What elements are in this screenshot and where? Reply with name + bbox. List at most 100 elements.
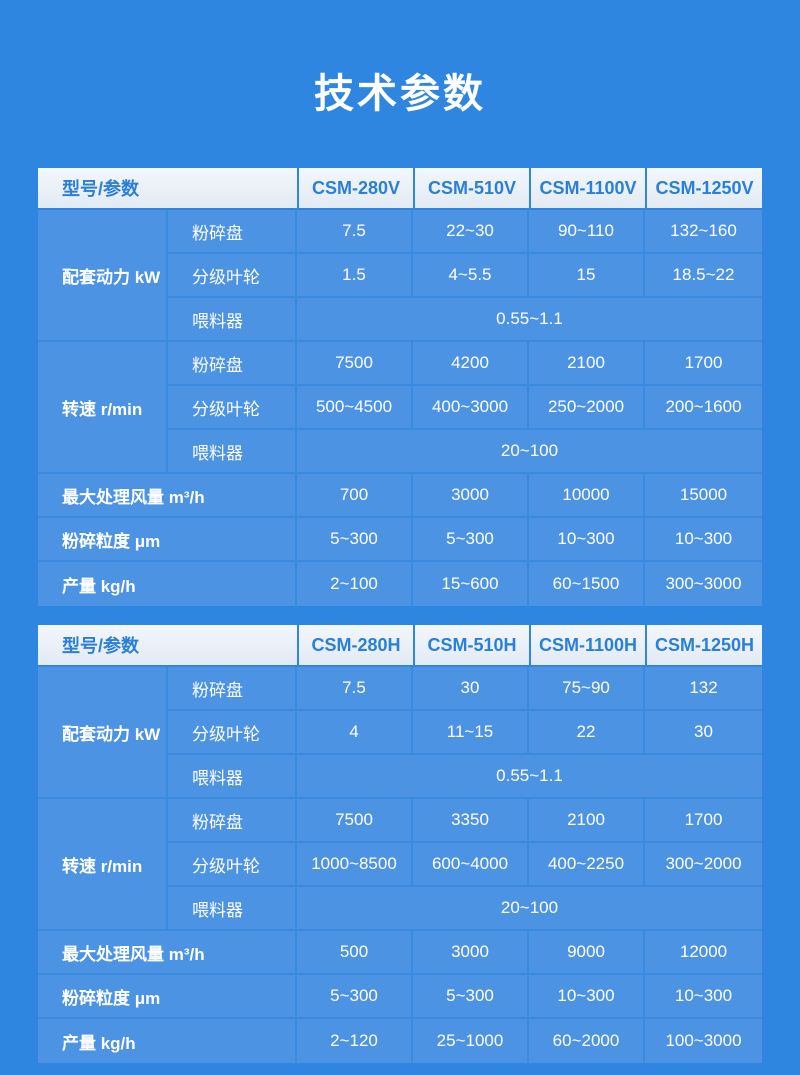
spec-tables: 型号/参数 CSM-280V CSM-510V CSM-1100V CSM-1250V 配… [0, 168, 800, 1063]
column-header-model: CSM-510V [413, 168, 529, 210]
row-label: 产量 kg/h [37, 562, 297, 606]
row-label: 最大处理风量 m³/h [37, 474, 297, 518]
cell-value: 3000 [413, 931, 529, 975]
cell-value: 1.5 [297, 254, 413, 298]
row-sublabel: 分级叶轮 [167, 254, 297, 298]
cell-value: 15 [529, 254, 645, 298]
cell-value: 10~300 [645, 518, 762, 562]
spec-table-1: 型号/参数 CSM-280V CSM-510V CSM-1100V CSM-1250V 配… [37, 168, 762, 606]
table-row: 喂料器 20~100 [38, 887, 762, 931]
table-row: 配套动力 kW 粉碎盘 7.5 22~30 90~110 132~160 [37, 210, 762, 342]
cell-value: 22~30 [413, 210, 529, 254]
cell-value: 10000 [529, 474, 645, 518]
row-sublabel: 喂料器 [167, 298, 297, 342]
cell-value: 1700 [645, 342, 762, 386]
table-row: 喂料器 0.55~1.1 [38, 298, 762, 342]
cell-value: 10~300 [645, 975, 762, 1019]
column-header-model: CSM-1250H [645, 625, 762, 667]
table-row: 分级叶轮 1000~8500 600~4000 400~2250 300~2000 [38, 843, 762, 887]
cell-value: 7500 [297, 799, 413, 843]
column-header-model: CSM-280V [297, 168, 413, 210]
cell-value: 4200 [413, 342, 529, 386]
row-label: 最大处理风量 m³/h [37, 931, 297, 975]
row-sublabel: 粉碎盘 [167, 210, 297, 254]
cell-value: 2~100 [297, 562, 413, 606]
cell-value: 3000 [413, 474, 529, 518]
cell-value-span: 0.55~1.1 [297, 298, 762, 342]
row-sublabel: 分级叶轮 [167, 711, 297, 755]
cell-value: 1700 [645, 799, 762, 843]
cell-value: 700 [297, 474, 413, 518]
cell-value: 9000 [529, 931, 645, 975]
table-row: 最大处理风量 m³/h 500 3000 9000 12000 [37, 931, 762, 975]
table-row: 转速 r/min 粉碎盘 7500 3350 2100 1700 [37, 799, 762, 931]
cell-value: 60~1500 [529, 562, 645, 606]
cell-value: 10~300 [529, 518, 645, 562]
cell-value: 4 [297, 711, 413, 755]
cell-value: 7.5 [297, 210, 413, 254]
cell-value: 1000~8500 [297, 843, 413, 887]
cell-value: 100~3000 [645, 1019, 762, 1063]
cell-value: 15000 [645, 474, 762, 518]
column-header-model: CSM-280H [297, 625, 413, 667]
row-sublabel: 喂料器 [167, 755, 297, 799]
cell-value: 300~3000 [645, 562, 762, 606]
row-sublabel: 喂料器 [167, 887, 297, 931]
column-header-model: CSM-1250V [645, 168, 762, 210]
row-sublabel: 粉碎盘 [167, 342, 297, 386]
cell-value: 5~300 [413, 518, 529, 562]
column-header-model: CSM-510H [413, 625, 529, 667]
table-row: 配套动力 kW 粉碎盘 7.5 30 75~90 132 [37, 667, 762, 799]
cell-value: 250~2000 [529, 386, 645, 430]
row-group-label: 转速 r/min [37, 342, 168, 474]
cell-value: 90~110 [529, 210, 645, 254]
cell-value: 200~1600 [645, 386, 762, 430]
cell-value-span: 20~100 [297, 887, 762, 931]
cell-value: 300~2000 [645, 843, 762, 887]
table-row: 喂料器 0.55~1.1 [38, 755, 762, 799]
cell-value: 25~1000 [413, 1019, 529, 1063]
cell-value: 22 [529, 711, 645, 755]
table-row: 分级叶轮 4 11~15 22 30 [38, 711, 762, 755]
table-row: 分级叶轮 1.5 4~5.5 15 18.5~22 [38, 254, 762, 298]
row-sublabel: 分级叶轮 [167, 386, 297, 430]
cell-value: 3350 [413, 799, 529, 843]
table-row: 喂料器 20~100 [38, 430, 762, 474]
table-row: 粉碎粒度 μm 5~300 5~300 10~300 10~300 [37, 975, 762, 1019]
table-row: 产量 kg/h 2~100 15~600 60~1500 300~3000 [37, 562, 762, 606]
row-group-label: 配套动力 kW [37, 667, 168, 799]
cell-value: 2~120 [297, 1019, 413, 1063]
column-header-model: CSM-1100V [529, 168, 645, 210]
cell-value: 75~90 [529, 667, 645, 711]
row-label: 粉碎粒度 μm [37, 975, 297, 1019]
row-label: 产量 kg/h [37, 1019, 297, 1063]
cell-value: 400~3000 [413, 386, 529, 430]
column-header-param: 型号/参数 [37, 625, 297, 667]
cell-value: 7500 [297, 342, 413, 386]
row-group-label: 转速 r/min [37, 799, 168, 931]
cell-value: 7.5 [297, 667, 413, 711]
cell-value: 500~4500 [297, 386, 413, 430]
table-row: 产量 kg/h 2~120 25~1000 60~2000 100~3000 [37, 1019, 762, 1063]
row-label: 粉碎粒度 μm [37, 518, 297, 562]
header-row: 型号/参数 CSM-280H CSM-510H CSM-1100H CSM-1250H [37, 625, 762, 667]
column-header-param: 型号/参数 [37, 168, 297, 210]
cell-value: 30 [645, 711, 762, 755]
cell-value: 5~300 [297, 518, 413, 562]
row-group-label: 配套动力 kW [37, 210, 168, 342]
cell-value: 30 [413, 667, 529, 711]
page-title: 技术参数 [314, 72, 486, 116]
header-row: 型号/参数 CSM-280V CSM-510V CSM-1100V CSM-1250V [37, 168, 762, 210]
row-sublabel: 喂料器 [167, 430, 297, 474]
cell-value: 132~160 [645, 210, 762, 254]
cell-value: 600~4000 [413, 843, 529, 887]
row-sublabel: 粉碎盘 [167, 667, 297, 711]
table-row: 分级叶轮 500~4500 400~3000 250~2000 200~1600 [38, 386, 762, 430]
table-row: 转速 r/min 粉碎盘 7500 4200 2100 1700 [37, 342, 762, 474]
cell-value: 400~2250 [529, 843, 645, 887]
spec-table-2: 型号/参数 CSM-280H CSM-510H CSM-1100H CSM-1250H 配… [37, 625, 762, 1063]
cell-value: 5~300 [413, 975, 529, 1019]
cell-value-span: 20~100 [297, 430, 762, 474]
cell-value: 2100 [529, 342, 645, 386]
cell-value-span: 0.55~1.1 [297, 755, 762, 799]
